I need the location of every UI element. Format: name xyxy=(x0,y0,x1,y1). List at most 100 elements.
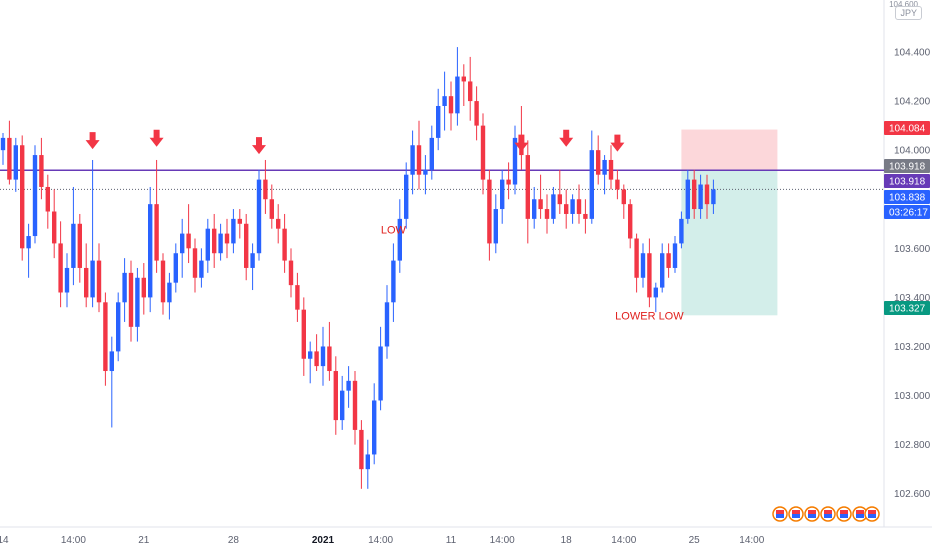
candle-body xyxy=(154,204,159,261)
candle-body xyxy=(301,309,306,359)
price-tag xyxy=(884,190,930,204)
candle-body xyxy=(416,145,422,175)
candle-body xyxy=(506,179,511,185)
candle-body xyxy=(621,189,626,205)
y-tick-label: 104.400 xyxy=(894,48,931,59)
candle-body xyxy=(314,351,319,367)
candle-body xyxy=(647,253,652,298)
event-flag-stripe xyxy=(824,514,832,518)
candle-body xyxy=(410,145,415,175)
event-flag-stripe xyxy=(808,514,816,518)
price-tag-label: 03:26:17 xyxy=(889,208,928,219)
price-tag-label: 104.084 xyxy=(889,124,926,135)
candle-body xyxy=(244,223,249,268)
candle-body xyxy=(698,184,703,210)
candle-body xyxy=(122,272,127,303)
y-tick-label: 102.600 xyxy=(894,489,931,500)
candle-body xyxy=(468,81,473,102)
candle-body xyxy=(26,236,31,249)
candle-body xyxy=(58,243,63,293)
event-flag-stripe xyxy=(840,510,848,514)
candle-body xyxy=(359,429,364,470)
x-tick-label: 14:00 xyxy=(611,535,636,546)
candle-body xyxy=(103,302,108,372)
event-flag-stripe xyxy=(792,514,800,518)
candle-body xyxy=(512,137,518,185)
candle-body xyxy=(551,194,556,219)
candle-body xyxy=(237,218,242,224)
candle-body xyxy=(148,204,153,298)
event-flag-stripe xyxy=(776,514,784,518)
candle-body xyxy=(378,346,383,401)
x-tick-label: 21 xyxy=(138,535,150,546)
candle-body xyxy=(212,228,217,254)
candle-body xyxy=(391,260,396,303)
candle-body xyxy=(308,351,313,359)
candle-body xyxy=(173,253,178,283)
candle-body xyxy=(711,189,716,205)
candle-body xyxy=(52,211,57,244)
down-arrow-icon xyxy=(85,132,100,150)
candle-body xyxy=(45,186,50,212)
price-tag-label: 103.838 xyxy=(889,193,926,204)
candle-body xyxy=(327,346,332,372)
candle-body xyxy=(461,76,466,82)
candle-body xyxy=(32,155,38,237)
candle-body xyxy=(525,155,530,219)
candle-body xyxy=(480,125,486,180)
currency-badge[interactable]: JPY xyxy=(895,6,922,20)
event-flag-stripe xyxy=(776,510,784,514)
x-tick-label: 28 xyxy=(228,535,240,546)
x-tick-label: 14:00 xyxy=(490,535,515,546)
x-tick-label: 14:00 xyxy=(368,535,393,546)
candle-body xyxy=(423,169,428,175)
candle-body xyxy=(109,351,114,372)
candle-body xyxy=(596,150,601,175)
event-flag-stripe xyxy=(824,510,832,514)
price-tag-label: 103.327 xyxy=(889,304,926,315)
candle-body xyxy=(346,380,351,391)
candle-body xyxy=(282,228,287,261)
y-tick-label: 103.400 xyxy=(894,293,931,304)
candle-body xyxy=(660,253,665,288)
x-tick-label: 14:00 xyxy=(61,535,86,546)
candle-body xyxy=(340,390,345,421)
candle-body xyxy=(84,267,89,298)
candle-body xyxy=(333,371,338,421)
candle-body xyxy=(564,204,569,214)
y-tick-label: 103.000 xyxy=(894,391,931,402)
candle-body xyxy=(583,213,588,219)
candle-body xyxy=(192,248,198,278)
candle-body xyxy=(116,302,121,352)
y-tick-label: 102.800 xyxy=(894,440,931,451)
candle-body xyxy=(474,101,479,126)
candle-body xyxy=(384,302,390,347)
down-arrow-icon xyxy=(149,129,164,147)
candle-body xyxy=(160,260,166,303)
down-arrow-icon xyxy=(610,134,625,152)
price-tag xyxy=(884,121,930,135)
candle-body xyxy=(90,260,95,298)
candle-body xyxy=(679,218,684,244)
candle-body xyxy=(20,145,25,249)
candle-body xyxy=(128,272,134,327)
event-flag-stripe xyxy=(856,514,864,518)
candle-body xyxy=(538,199,543,210)
event-flag-stripe xyxy=(856,510,864,514)
x-tick-label: 14 xyxy=(0,535,9,546)
candle-body xyxy=(186,233,191,249)
candle-body xyxy=(263,179,268,200)
candle-body xyxy=(64,267,70,293)
candles-group xyxy=(0,47,716,489)
candle-body xyxy=(429,137,434,170)
down-arrow-icon xyxy=(559,129,574,147)
candle-body xyxy=(685,179,690,219)
candle-body xyxy=(365,454,370,470)
candle-body xyxy=(199,260,204,278)
candle-body xyxy=(141,277,146,298)
candle-body xyxy=(615,179,620,190)
annotation-label: LOWER LOW xyxy=(615,310,684,322)
stop-loss-zone xyxy=(681,129,778,171)
candle-body xyxy=(500,179,505,210)
